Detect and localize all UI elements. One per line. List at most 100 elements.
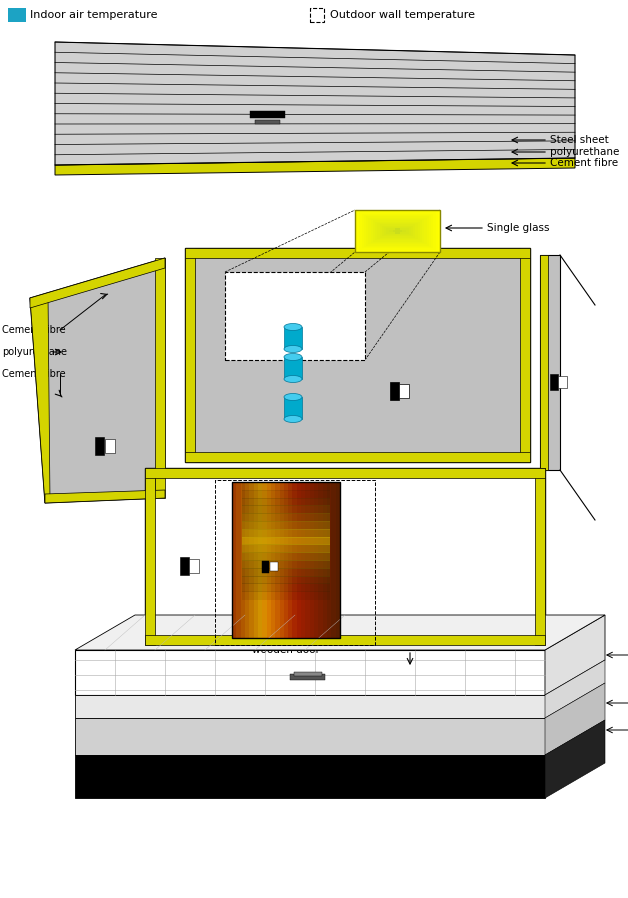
Bar (262, 561, 269, 573)
Bar (245, 482, 251, 638)
Polygon shape (545, 615, 605, 695)
Polygon shape (545, 720, 605, 798)
Text: Indoor air temperature: Indoor air temperature (30, 10, 158, 20)
Bar (8, 8, 26, 22)
Text: Cement fibre: Cement fibre (2, 325, 65, 335)
Bar (242, 513, 330, 522)
Polygon shape (55, 158, 575, 175)
Polygon shape (30, 258, 165, 503)
Bar (185, 248, 530, 258)
Bar (75, 695, 545, 718)
Bar (271, 482, 276, 638)
Bar (279, 482, 285, 638)
Bar (242, 591, 330, 600)
Text: polyurethane: polyurethane (550, 147, 619, 157)
Bar (263, 482, 268, 638)
Bar (242, 552, 330, 561)
Bar (242, 544, 330, 553)
Bar (362, 214, 433, 248)
Bar (284, 397, 302, 419)
Bar (305, 482, 311, 638)
Bar (377, 223, 418, 239)
Bar (95, 437, 104, 455)
Ellipse shape (284, 416, 302, 422)
Bar (75, 755, 545, 798)
Bar (232, 482, 237, 638)
Bar (382, 226, 413, 236)
Bar (355, 210, 440, 252)
Bar (540, 255, 548, 470)
Bar (284, 327, 302, 349)
Polygon shape (545, 683, 605, 755)
Bar (225, 272, 365, 360)
Bar (75, 718, 545, 755)
Text: Single glass: Single glass (487, 223, 550, 233)
Bar (390, 382, 399, 400)
Bar (366, 216, 429, 246)
Bar (145, 468, 545, 478)
Bar (310, 482, 315, 638)
Bar (270, 562, 278, 571)
Bar (189, 559, 199, 573)
Ellipse shape (284, 375, 302, 383)
Bar (386, 228, 409, 234)
Bar (294, 672, 322, 676)
Bar (242, 506, 330, 515)
Bar (242, 497, 330, 506)
Bar (242, 489, 330, 498)
Bar (399, 384, 409, 398)
Bar (371, 219, 425, 243)
Bar (364, 215, 431, 247)
Bar (314, 482, 320, 638)
Ellipse shape (284, 393, 302, 401)
Bar (242, 568, 330, 577)
Text: wooden door: wooden door (252, 645, 320, 655)
Bar (395, 228, 400, 234)
Polygon shape (75, 615, 605, 650)
Bar (255, 120, 280, 124)
Bar (242, 576, 330, 585)
Text: polyurethane: polyurethane (2, 347, 67, 357)
Bar (297, 482, 302, 638)
Bar (290, 674, 325, 680)
Bar (310, 8, 324, 22)
Bar (254, 482, 259, 638)
Text: Cement fibre: Cement fibre (550, 158, 618, 168)
Bar (550, 374, 558, 390)
Bar (145, 635, 545, 645)
Bar (145, 468, 155, 645)
Bar (242, 584, 330, 592)
Bar (288, 482, 293, 638)
Bar (242, 482, 330, 491)
Bar (75, 650, 545, 695)
Ellipse shape (284, 354, 302, 360)
Bar (318, 482, 323, 638)
Bar (301, 482, 306, 638)
Bar (242, 529, 330, 538)
Polygon shape (45, 490, 165, 503)
Bar (373, 220, 422, 242)
Bar (332, 482, 337, 638)
Bar (359, 212, 436, 250)
Ellipse shape (284, 323, 302, 330)
Bar (180, 557, 189, 575)
Polygon shape (30, 295, 50, 503)
Polygon shape (545, 660, 605, 718)
Bar (242, 560, 330, 568)
Bar (535, 468, 545, 645)
Bar (241, 482, 246, 638)
Bar (185, 248, 530, 462)
Bar (384, 227, 411, 235)
Bar (236, 482, 242, 638)
Bar (379, 224, 415, 238)
Polygon shape (155, 258, 165, 498)
Text: Steel sheet: Steel sheet (550, 135, 609, 145)
Bar (215, 480, 375, 645)
Bar (185, 452, 530, 462)
Bar (393, 230, 402, 232)
Text: Outdoor wall temperature: Outdoor wall temperature (330, 10, 475, 20)
Bar (540, 255, 560, 470)
Bar (284, 357, 302, 379)
Bar (293, 482, 298, 638)
Text: Cement fibre: Cement fibre (2, 369, 65, 379)
